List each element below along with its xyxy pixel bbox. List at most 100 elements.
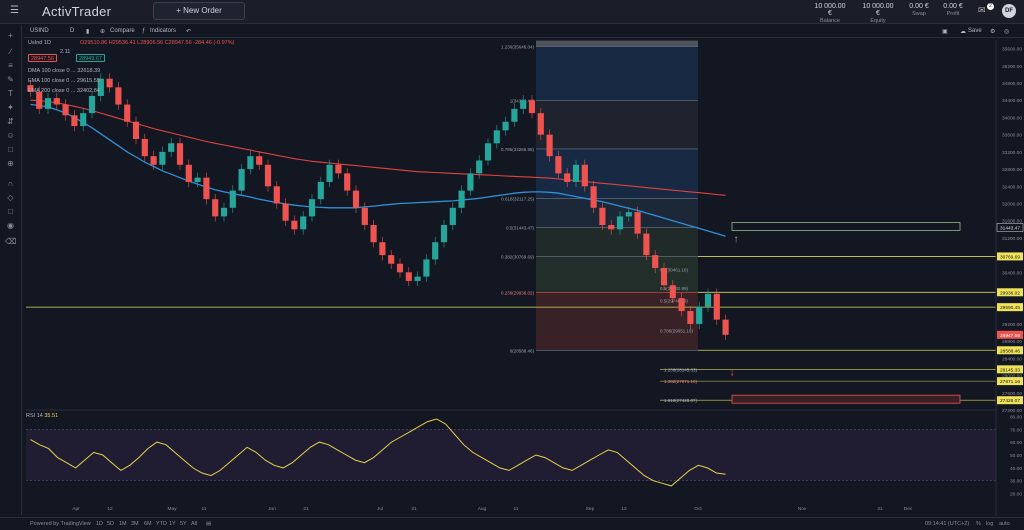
undo-icon[interactable]: ↶ [186, 29, 192, 35]
percent-toggle[interactable]: % [976, 521, 981, 527]
notifications-icon[interactable]: ✉ [978, 5, 986, 15]
auto-toggle[interactable]: auto [999, 521, 1010, 527]
save-button[interactable]: Save [968, 28, 982, 34]
rsi-tick: 60.00 [1010, 440, 1022, 446]
price-tick: 28400.00 [1002, 356, 1022, 362]
range-1d[interactable]: 1D [96, 521, 104, 527]
swap-widget: 0.00 € Swap [906, 3, 932, 17]
candle-body [238, 169, 245, 191]
price-tick: 29200.00 [1002, 322, 1022, 328]
fullscreen-icon[interactable]: ▣ [942, 29, 948, 35]
text-icon[interactable]: T [8, 89, 13, 98]
compare-icon[interactable]: ⊕ [100, 29, 106, 35]
price-tick: 34400.00 [1002, 98, 1022, 104]
emoji-icon[interactable]: ☺ [6, 131, 15, 140]
time-tick: 21 [877, 506, 883, 512]
candle-body [564, 173, 571, 182]
crosshair-icon[interactable]: + [8, 31, 13, 40]
ema-200-line [30, 99, 726, 196]
brush-icon[interactable]: ✎ [7, 75, 14, 84]
candle-body [643, 233, 650, 256]
rsi-tick: 50.00 [1010, 453, 1022, 459]
horizontal-line-icon[interactable]: ≡ [8, 61, 13, 70]
price-tick: 35600.00 [1002, 47, 1022, 53]
lock-icon[interactable]: □ [8, 207, 13, 216]
goto-date-icon[interactable]: ▤ [206, 521, 212, 527]
price-axis: 35600.00 35200.00 34800.00 34400.00 34000.00… [995, 40, 1024, 516]
app-logo: ActivTrader [42, 4, 112, 19]
candle-body [546, 134, 553, 157]
price-tick: 32000.00 [1002, 201, 1022, 207]
candle-body [220, 207, 228, 217]
candle-body [467, 173, 474, 191]
fib-inner-label: 0.786(29051.19) [660, 328, 694, 333]
avatar[interactable]: DF [1002, 4, 1016, 18]
prediction-icon[interactable]: ⇵ [7, 117, 14, 126]
bar-style-icon[interactable]: ▮ [86, 29, 90, 35]
trash-icon[interactable]: ⌫ [5, 237, 17, 246]
drawing-toolbar: + ∕ ≡ ✎ T ✦ ⇵ ☺ □ ⊕ ∩ ◇ □ ◉ ⌫ [0, 25, 22, 515]
range-all[interactable]: All [191, 521, 198, 527]
legend-ema-200: EMA 200 close 0 ... 32402.84 [28, 88, 100, 94]
price-label: 28145.33 [1000, 367, 1020, 373]
camera-icon[interactable]: ◎ [1004, 29, 1010, 35]
settings-icon[interactable]: ⚙ [990, 29, 996, 35]
price-label: 29590.45 [1000, 305, 1020, 311]
candle-body [344, 173, 351, 191]
indicators-button[interactable]: Indicators [150, 28, 177, 34]
range-6m[interactable]: 6M [144, 521, 152, 527]
price-tick: 33600.00 [1002, 133, 1022, 139]
time-tick: 12 [107, 506, 113, 512]
price-label: 29936.02 [1000, 290, 1020, 296]
time-tick: Jul [377, 506, 383, 512]
chart-toolbar: USIND D ▮ ⊕ Compare ƒ Indicators ↶ ▣ ☁ S… [24, 25, 1024, 38]
zoom-icon[interactable]: ⊕ [7, 159, 14, 168]
menu-icon[interactable]: ☰ [10, 5, 19, 16]
fibonacci-retracement[interactable]: 1.236(35646.04) 1(34398.48) 0.786(33266.98… [26, 40, 996, 404]
sell-price-box[interactable]: 28947.56 [28, 54, 57, 62]
indicators-icon[interactable]: ƒ [142, 28, 146, 34]
eye-icon[interactable]: ◉ [7, 221, 14, 230]
trendline-icon[interactable]: ∕ [9, 47, 12, 56]
clock: 09:14:41 (UTC+2) [925, 521, 970, 527]
candle-body [247, 156, 254, 170]
range-1y[interactable]: 1Y [169, 521, 176, 527]
interval-select[interactable]: D [70, 28, 75, 34]
candle-body [150, 156, 157, 165]
time-tick: 11 [514, 506, 519, 512]
balance-value: 10 000.00 € [814, 3, 846, 17]
range-3m[interactable]: 3M [131, 521, 139, 527]
new-order-button[interactable]: + New Order [153, 2, 245, 20]
candle-body [599, 207, 606, 225]
buy-price-box[interactable]: 28949.67 [76, 54, 105, 62]
log-toggle[interactable]: log [986, 521, 994, 527]
range-1m[interactable]: 1M [119, 521, 127, 527]
lock-drawing-icon[interactable]: ◇ [7, 193, 14, 202]
equity-label: Equity [870, 18, 886, 24]
candle-body [652, 255, 659, 269]
fib-level-label: 0.382(30769.69) [501, 254, 535, 259]
spread-value: 2.11 [60, 49, 71, 55]
fib-zone [536, 46, 698, 101]
range-5d[interactable]: 5D [107, 521, 115, 527]
fib-level-label: 1.236(35646.04) [501, 45, 535, 50]
symbol-search[interactable]: USIND [30, 28, 49, 34]
range-ytd[interactable]: YTD [156, 521, 167, 527]
candle-body [36, 91, 43, 109]
candle-body [62, 104, 69, 116]
candle-body [388, 255, 395, 264]
price-tick: 30400.00 [1002, 270, 1022, 276]
time-tick: May [167, 506, 177, 512]
pattern-icon[interactable]: ✦ [7, 103, 14, 112]
measure-icon[interactable]: □ [8, 145, 13, 154]
cloud-icon[interactable]: ☁ [960, 29, 966, 35]
powered-by: Powered by TradingView [30, 521, 91, 527]
compare-button[interactable]: Compare [110, 28, 135, 34]
range-5y[interactable]: 5Y [180, 521, 187, 527]
price-label-bg [997, 396, 1023, 405]
price-tick: 28000.00 [1002, 374, 1022, 380]
magnet-icon[interactable]: ∩ [7, 179, 14, 188]
candle-body [669, 285, 676, 299]
candle-body [537, 113, 544, 135]
